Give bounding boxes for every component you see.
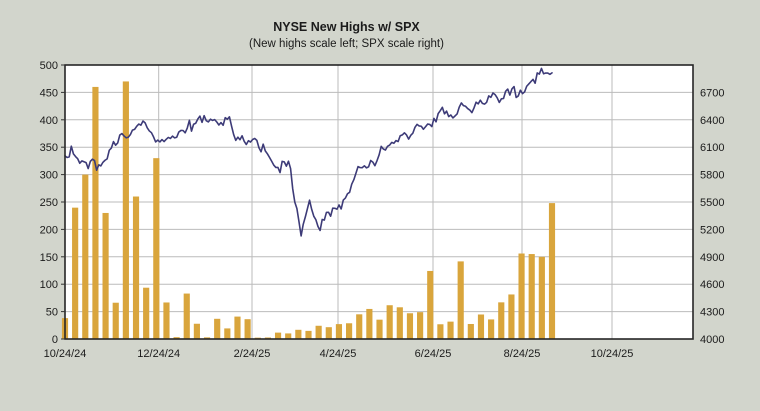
- svg-text:4300: 4300: [700, 307, 724, 319]
- svg-text:5800: 5800: [700, 170, 724, 182]
- svg-text:6100: 6100: [700, 142, 724, 154]
- svg-text:350: 350: [40, 142, 58, 154]
- svg-text:4600: 4600: [700, 279, 724, 291]
- svg-text:50: 50: [46, 307, 58, 319]
- svg-text:100: 100: [40, 279, 58, 291]
- svg-text:150: 150: [40, 252, 58, 264]
- svg-text:400: 400: [40, 115, 58, 127]
- svg-text:300: 300: [40, 170, 58, 182]
- svg-text:8/24/25: 8/24/25: [504, 348, 541, 360]
- svg-text:10/24/25: 10/24/25: [591, 348, 634, 360]
- svg-text:6400: 6400: [700, 115, 724, 127]
- svg-text:5500: 5500: [700, 197, 724, 209]
- svg-text:450: 450: [40, 87, 58, 99]
- svg-text:250: 250: [40, 197, 58, 209]
- svg-text:4/24/25: 4/24/25: [320, 348, 357, 360]
- svg-text:6700: 6700: [700, 87, 724, 99]
- svg-text:4900: 4900: [700, 252, 724, 264]
- svg-text:4000: 4000: [700, 334, 724, 346]
- svg-text:200: 200: [40, 224, 58, 236]
- svg-text:500: 500: [40, 60, 58, 72]
- svg-text:5200: 5200: [700, 224, 724, 236]
- svg-text:12/24/24: 12/24/24: [137, 348, 180, 360]
- svg-text:6/24/25: 6/24/25: [415, 348, 452, 360]
- svg-text:2/24/25: 2/24/25: [234, 348, 271, 360]
- svg-text:0: 0: [52, 334, 58, 346]
- svg-text:10/24/24: 10/24/24: [44, 348, 87, 360]
